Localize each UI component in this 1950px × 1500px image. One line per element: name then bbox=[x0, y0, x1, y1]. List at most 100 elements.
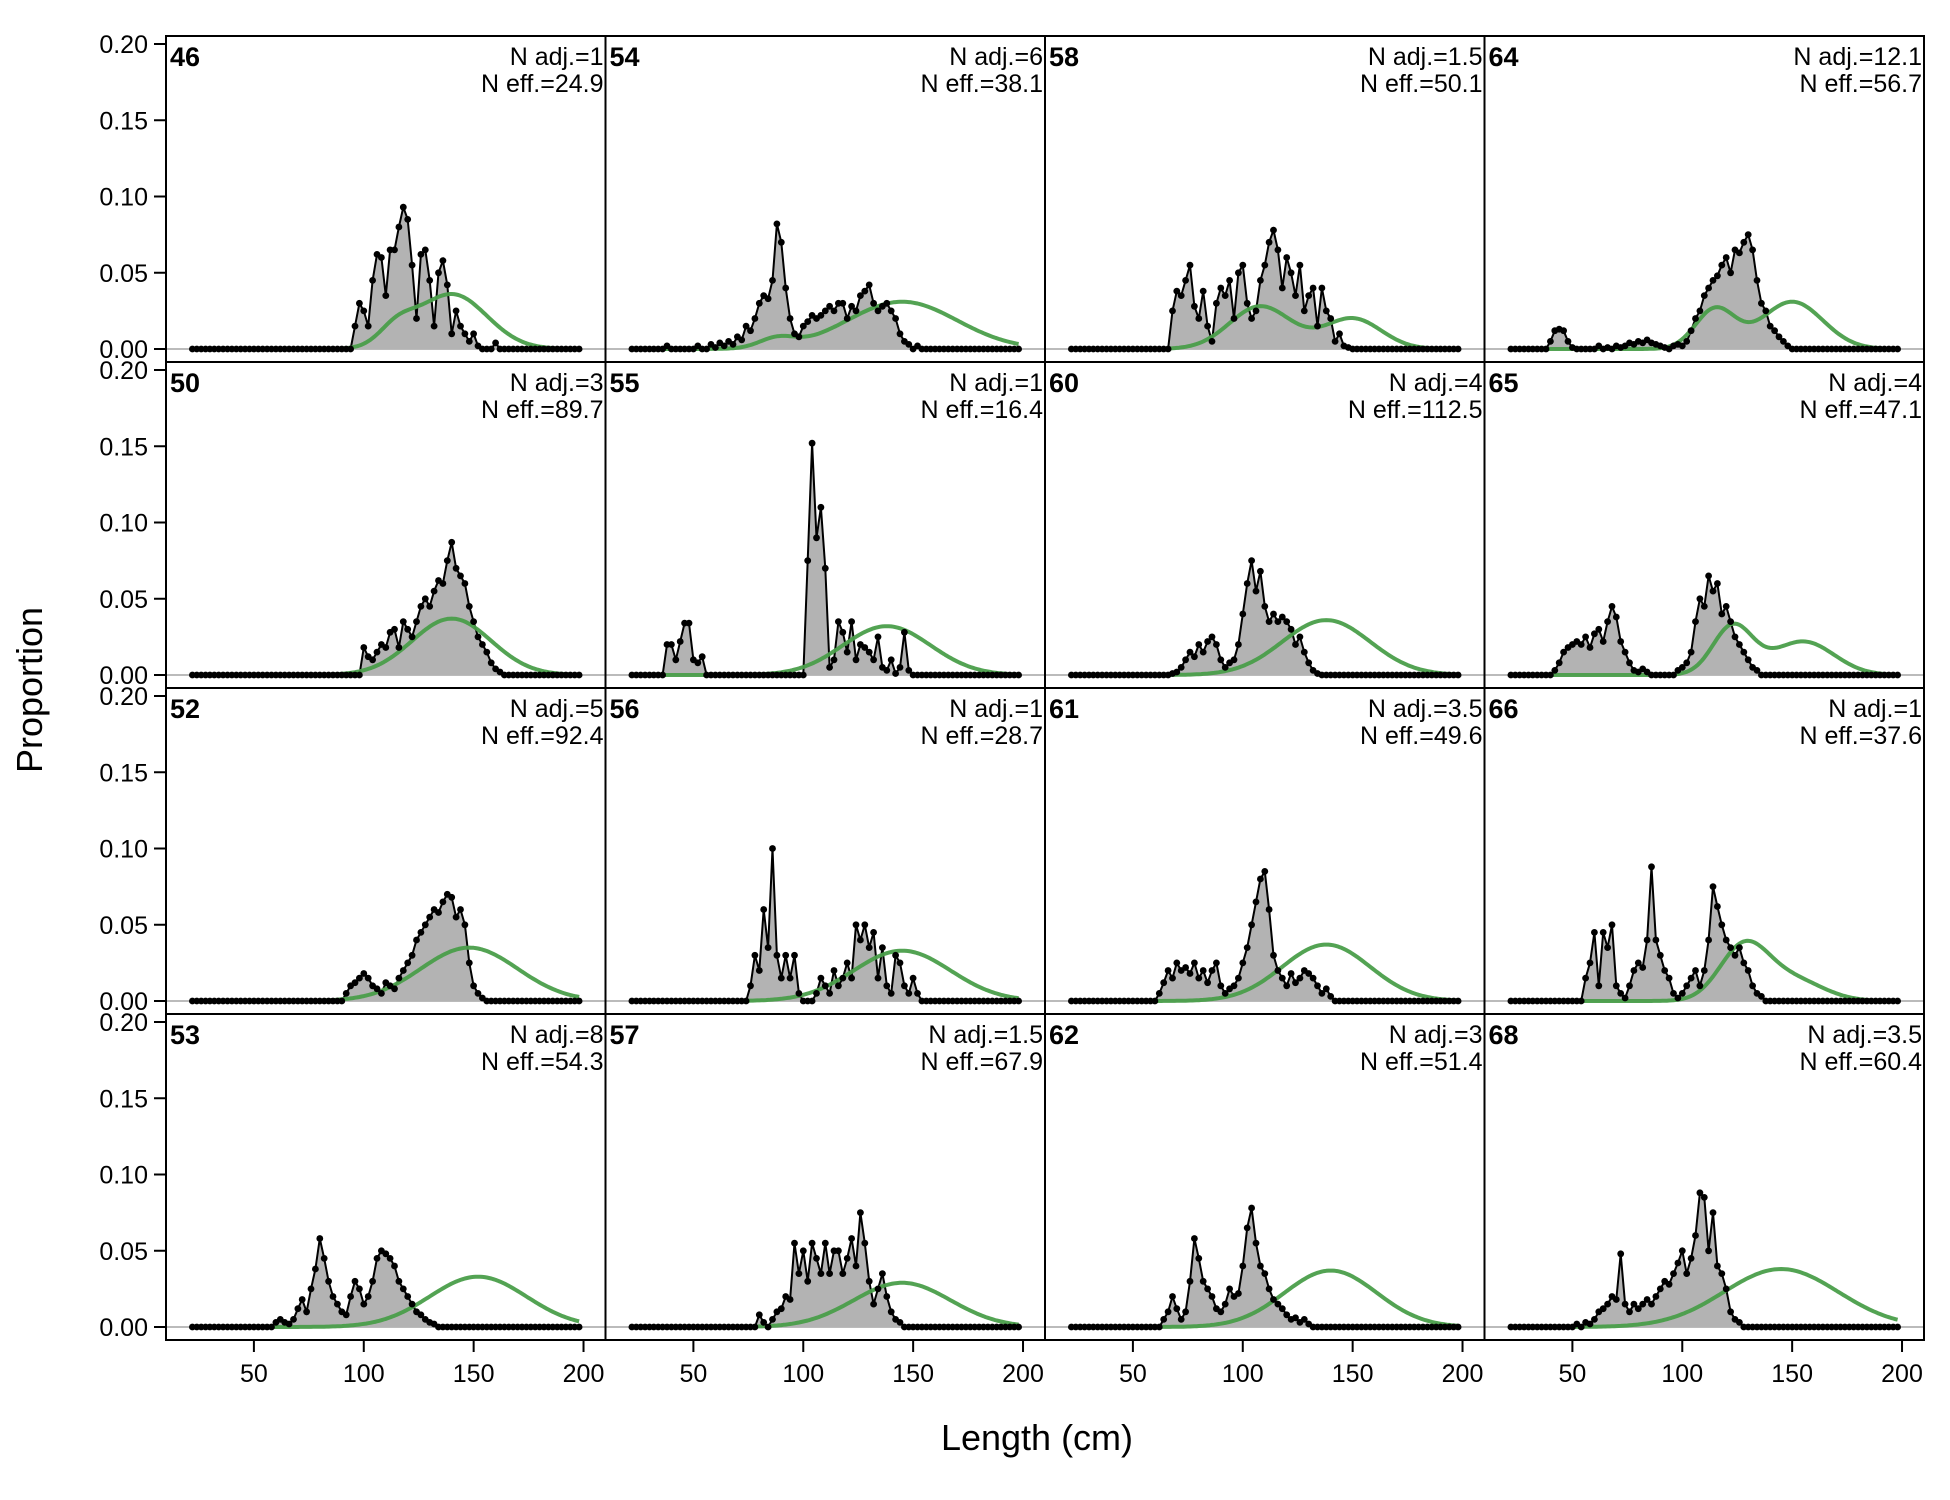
observed-point bbox=[896, 664, 904, 671]
observed-point bbox=[1278, 284, 1286, 292]
observed-point bbox=[1252, 898, 1260, 906]
observed-point bbox=[817, 503, 825, 511]
observed-point bbox=[786, 974, 794, 982]
observed-point bbox=[865, 1277, 873, 1285]
observed-point bbox=[1318, 990, 1326, 997]
y-axis-title: Proportion bbox=[9, 607, 50, 773]
observed-point bbox=[874, 1285, 882, 1293]
observed-point bbox=[1771, 327, 1778, 335]
n-eff-label: N eff.=24.9 bbox=[481, 70, 604, 98]
observed-point bbox=[404, 216, 412, 223]
observed-point bbox=[1309, 974, 1317, 982]
observed-point bbox=[391, 246, 398, 254]
observed-point bbox=[404, 959, 412, 967]
observed-point bbox=[1322, 985, 1330, 993]
panel-52: 52 N adj.=5N eff.=92.4 bbox=[165, 687, 607, 1015]
observed-point bbox=[1617, 1250, 1625, 1258]
observed-point bbox=[369, 1277, 376, 1285]
observed-point bbox=[1665, 1280, 1673, 1288]
observed-point bbox=[1736, 1319, 1743, 1326]
observed-point bbox=[1015, 997, 1022, 1005]
observed-point bbox=[439, 257, 447, 264]
n-eff-label: N eff.=54.3 bbox=[481, 1048, 604, 1076]
outer-axes: 0.000.050.100.150.200.000.050.100.150.20… bbox=[99, 31, 1923, 1388]
panel-66: 66 N adj.=1N eff.=37.6 bbox=[1483, 687, 1925, 1015]
observed-point bbox=[1700, 1194, 1708, 1201]
observed-point bbox=[1151, 997, 1159, 1005]
observed-point bbox=[1714, 272, 1721, 280]
panel-year-label: 54 bbox=[610, 42, 640, 72]
observed-point bbox=[848, 302, 855, 310]
y-tick-label: 0.00 bbox=[99, 988, 148, 1016]
observed-point bbox=[1305, 659, 1313, 667]
observed-point bbox=[1182, 656, 1189, 664]
observed-point bbox=[1265, 618, 1273, 625]
observed-point bbox=[1683, 338, 1691, 345]
observed-point bbox=[1182, 277, 1189, 284]
observed-point bbox=[395, 974, 403, 982]
panel-61: 61 N adj.=3.5N eff.=49.6 bbox=[1044, 687, 1486, 1015]
observed-point bbox=[474, 990, 482, 997]
observed-point bbox=[474, 633, 482, 641]
observed-point bbox=[1274, 1300, 1282, 1308]
observed-point bbox=[852, 656, 860, 664]
observed-point bbox=[439, 580, 447, 587]
observed-point bbox=[1283, 618, 1291, 625]
observed-point bbox=[399, 967, 407, 974]
x-tick-label: 200 bbox=[1881, 1360, 1923, 1388]
observed-point bbox=[386, 1255, 394, 1262]
observed-point bbox=[1235, 974, 1242, 982]
observed-point bbox=[369, 656, 376, 664]
observed-point bbox=[769, 277, 776, 284]
observed-point bbox=[861, 1239, 869, 1247]
n-eff-label: N eff.=37.6 bbox=[1799, 722, 1922, 750]
observed-point bbox=[1182, 964, 1189, 971]
observed-point bbox=[457, 906, 464, 913]
observed-point bbox=[1160, 1316, 1168, 1323]
observed-point bbox=[360, 970, 368, 977]
n-adj-label: N adj.=4 bbox=[1389, 369, 1483, 397]
observed-point bbox=[1753, 277, 1761, 284]
observed-point bbox=[1292, 641, 1299, 648]
observed-point bbox=[712, 344, 719, 351]
observed-point bbox=[452, 913, 460, 921]
observed-point bbox=[417, 603, 425, 610]
x-tick-label: 150 bbox=[1332, 1360, 1374, 1388]
panel-year-label: 62 bbox=[1049, 1020, 1079, 1050]
observed-point bbox=[1749, 246, 1756, 254]
panel-year-label: 64 bbox=[1489, 42, 1519, 72]
x-tick-label: 100 bbox=[1661, 1360, 1703, 1388]
panel-year-label: 68 bbox=[1489, 1020, 1519, 1050]
x-tick-label: 100 bbox=[1222, 1360, 1264, 1388]
observed-point bbox=[1643, 1296, 1651, 1303]
observed-point bbox=[360, 644, 368, 651]
observed-area bbox=[631, 223, 1019, 349]
observed-point bbox=[1300, 307, 1308, 315]
observed-point bbox=[1296, 974, 1304, 982]
observed-point bbox=[870, 929, 877, 936]
observed-point bbox=[1547, 671, 1554, 679]
observed-point bbox=[1327, 315, 1335, 322]
observed-point bbox=[1692, 967, 1699, 974]
observed-point bbox=[461, 580, 469, 587]
observed-point bbox=[1230, 315, 1238, 322]
observed-point bbox=[417, 929, 425, 936]
panel-year-label: 53 bbox=[170, 1020, 200, 1050]
observed-point bbox=[1336, 330, 1343, 338]
observed-point bbox=[1217, 656, 1225, 664]
observed-point bbox=[1621, 1300, 1629, 1308]
n-eff-label: N eff.=89.7 bbox=[481, 396, 604, 424]
observed-point bbox=[1727, 1308, 1734, 1316]
observed-point bbox=[1731, 951, 1739, 959]
observed-point bbox=[826, 664, 833, 671]
observed-point bbox=[1226, 277, 1233, 284]
n-eff-label: N eff.=92.4 bbox=[481, 722, 604, 750]
observed-point bbox=[848, 618, 855, 625]
panel-64: 64 N adj.=12.1N eff.=56.7 bbox=[1483, 35, 1925, 363]
observed-point bbox=[1718, 610, 1726, 618]
observed-point bbox=[316, 1235, 324, 1242]
observed-point bbox=[382, 292, 390, 299]
observed-point bbox=[813, 990, 820, 997]
observed-point bbox=[457, 572, 464, 580]
observed-point bbox=[399, 1285, 407, 1293]
